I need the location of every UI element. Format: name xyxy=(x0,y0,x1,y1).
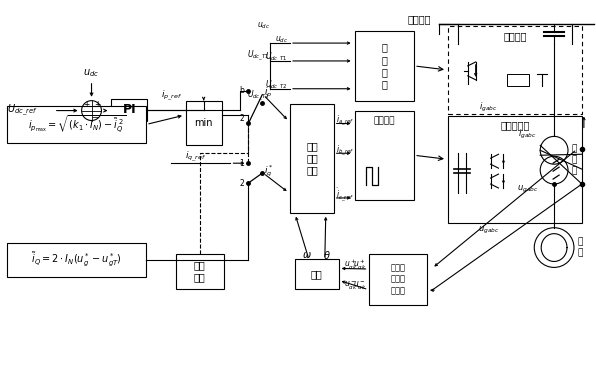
Text: $i^*_p$: $i^*_p$ xyxy=(264,85,274,101)
Text: $i_{p\_ref}$: $i_{p\_ref}$ xyxy=(162,88,182,103)
Text: $i_{gabc}$: $i_{gabc}$ xyxy=(479,101,498,114)
Text: 斩
波
控
制: 斩 波 控 制 xyxy=(381,42,387,90)
Text: b: b xyxy=(240,86,244,95)
Bar xyxy=(111,99,147,121)
Text: 电网电
压正负
序分离: 电网电 压正负 序分离 xyxy=(391,264,406,295)
Text: $u_{gabc}$: $u_{gabc}$ xyxy=(517,183,538,195)
Bar xyxy=(7,243,146,277)
Text: $U_{dc\_T1}$: $U_{dc\_T1}$ xyxy=(247,49,270,63)
Text: 滞环控制: 滞环控制 xyxy=(374,116,395,125)
Text: 锁相: 锁相 xyxy=(311,270,323,279)
Text: $\tilde{i}_Q=2\cdot I_N(u^*_g-u^*_{gT})$: $\tilde{i}_Q=2\cdot I_N(u^*_g-u^*_{gT})$ xyxy=(31,251,122,269)
Text: $U_{dc\_T2}$: $U_{dc\_T2}$ xyxy=(247,88,270,103)
Bar xyxy=(355,31,414,101)
Text: +: + xyxy=(83,100,90,109)
Bar xyxy=(290,104,334,213)
Text: 斩波电路: 斩波电路 xyxy=(503,31,527,41)
Bar xyxy=(295,259,339,289)
Text: $u_{dc}$: $u_{dc}$ xyxy=(83,67,100,79)
Bar xyxy=(176,254,224,289)
Text: 高穿
使能: 高穿 使能 xyxy=(194,260,206,283)
Bar xyxy=(7,105,146,143)
Text: $u^+_{\alpha k}$: $u^+_{\alpha k}$ xyxy=(344,258,358,272)
Text: 网侧变流器: 网侧变流器 xyxy=(500,121,530,130)
Text: $i_{a\_ref}$: $i_{a\_ref}$ xyxy=(336,113,354,128)
Bar xyxy=(370,254,427,305)
Text: $U_{dc\_T1}$: $U_{dc\_T1}$ xyxy=(265,51,288,65)
Text: $\theta$: $\theta$ xyxy=(323,248,331,260)
Text: $u_{gabc}$: $u_{gabc}$ xyxy=(478,225,499,236)
Text: −: − xyxy=(91,113,98,122)
Text: $\dot{i}_{c\_ref}$: $\dot{i}_{c\_ref}$ xyxy=(336,186,353,204)
Text: $U_{dc\_ref}$: $U_{dc\_ref}$ xyxy=(7,103,38,118)
Bar xyxy=(507,74,529,86)
Text: $U_{dc\_T2}$: $U_{dc\_T2}$ xyxy=(265,79,288,93)
Text: 1: 1 xyxy=(240,159,244,168)
Text: 直流母线: 直流母线 xyxy=(407,14,431,24)
Text: $i_{b\_ref}$: $i_{b\_ref}$ xyxy=(336,143,354,158)
Text: 指令
电流
生成: 指令 电流 生成 xyxy=(306,141,318,176)
Text: +: + xyxy=(94,100,101,109)
Text: $i^*_q$: $i^*_q$ xyxy=(264,163,274,179)
Text: min: min xyxy=(194,118,213,128)
Bar xyxy=(448,26,582,113)
Text: $u^-_{\alpha k}$: $u^-_{\alpha k}$ xyxy=(344,280,358,292)
Text: 变
压
器: 变 压 器 xyxy=(572,145,578,176)
Bar xyxy=(355,111,414,200)
Text: 2: 2 xyxy=(240,114,244,123)
Text: $u^-_{\alpha k}$: $u^-_{\alpha k}$ xyxy=(353,280,367,292)
Text: PI: PI xyxy=(122,103,136,116)
Text: $u_{dc}$: $u_{dc}$ xyxy=(275,35,288,45)
Text: $i_{q\_ref}$: $i_{q\_ref}$ xyxy=(185,150,206,164)
Text: $\omega$: $\omega$ xyxy=(302,249,312,260)
Text: $u_{dc}$: $u_{dc}$ xyxy=(257,21,270,31)
Bar xyxy=(186,101,222,145)
Bar xyxy=(448,116,582,223)
Text: 2: 2 xyxy=(240,178,244,187)
Text: 电
网: 电 网 xyxy=(578,237,583,258)
Text: $i_{gabc}$: $i_{gabc}$ xyxy=(518,128,536,141)
Text: $i_{p_{\max}}=\sqrt{(k_1 \cdot I_N)-\tilde{i}_Q^{\;2}}$: $i_{p_{\max}}=\sqrt{(k_1 \cdot I_N)-\til… xyxy=(27,114,126,135)
Text: $u^+_{\alpha k}$: $u^+_{\alpha k}$ xyxy=(353,258,367,272)
